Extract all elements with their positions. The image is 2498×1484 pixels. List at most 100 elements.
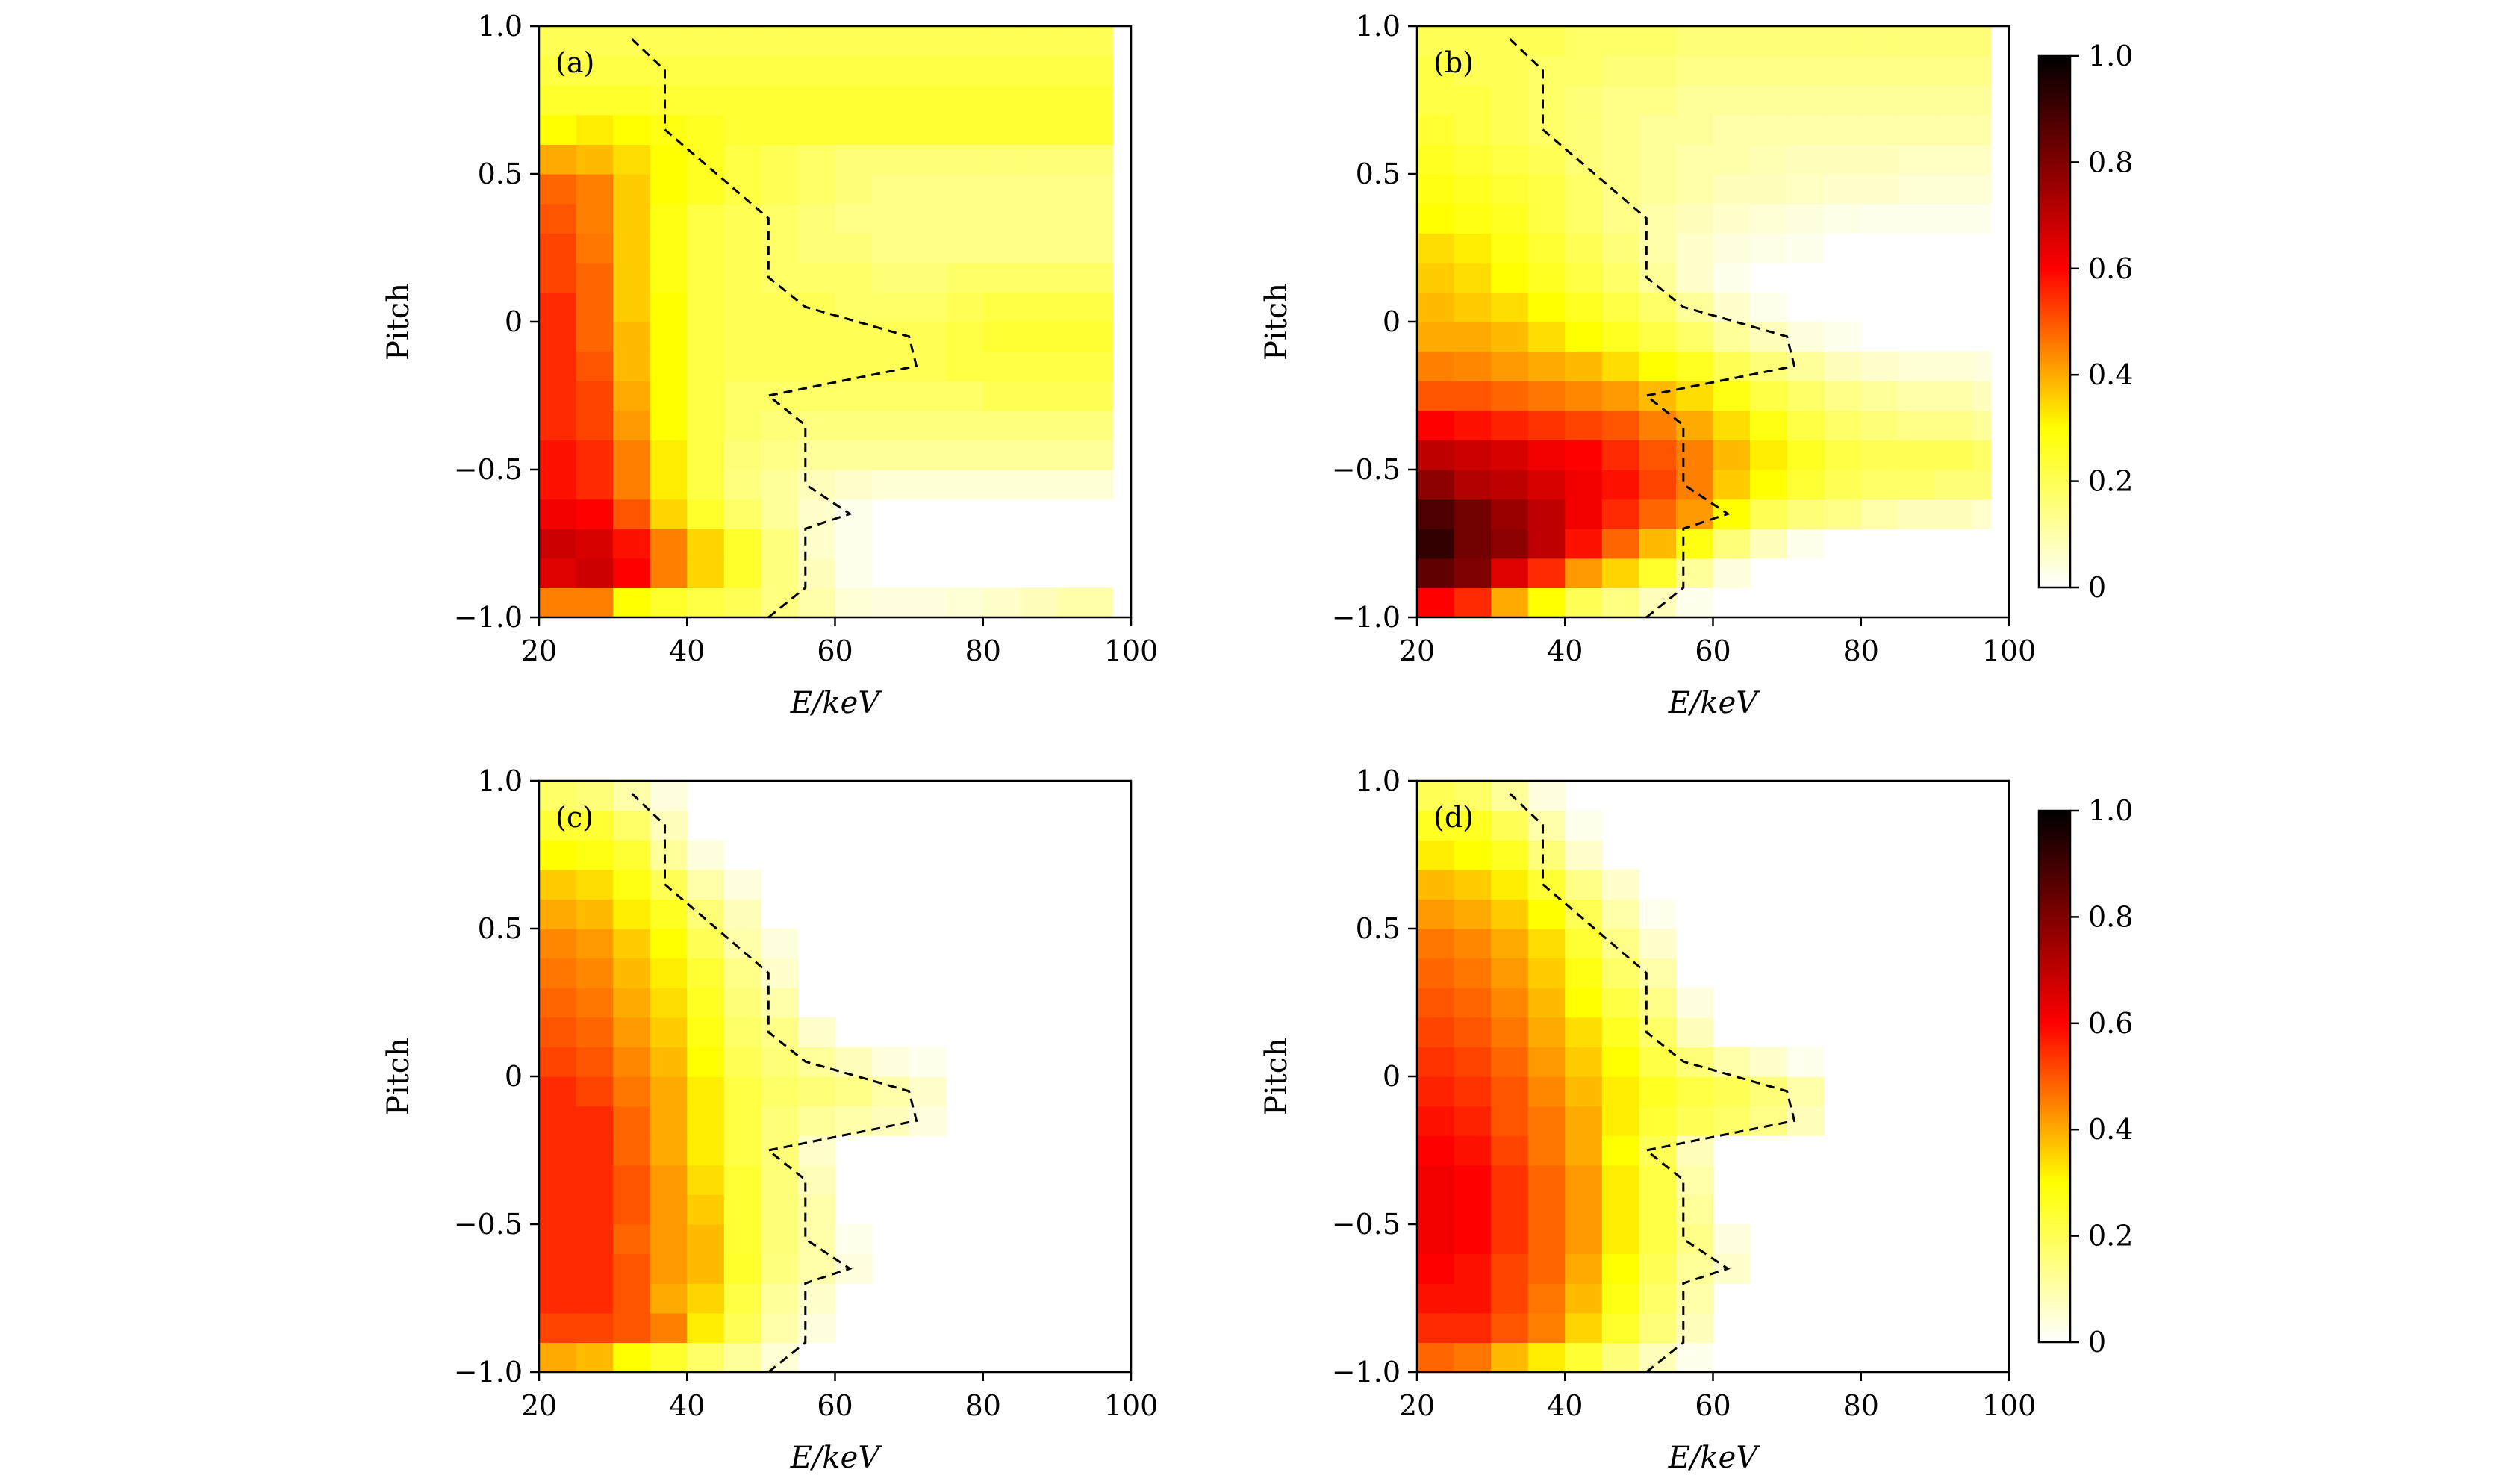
heatmap-cell bbox=[1972, 470, 1991, 500]
heatmap-cell bbox=[613, 55, 651, 86]
heatmap-cell bbox=[539, 26, 577, 57]
heatmap-cell bbox=[723, 292, 761, 322]
heatmap-cell bbox=[723, 988, 761, 1018]
heatmap-cell bbox=[1601, 1224, 1639, 1255]
heatmap-cell bbox=[1491, 958, 1529, 988]
x-tick-label: 100 bbox=[1982, 1389, 2037, 1422]
heatmap-cell bbox=[1972, 55, 1991, 86]
heatmap-cell bbox=[1675, 174, 1714, 205]
heatmap-cell bbox=[1417, 1047, 1455, 1077]
heatmap-cell bbox=[1898, 499, 1936, 529]
heatmap-cell bbox=[1094, 440, 1113, 470]
heatmap-cell bbox=[761, 85, 799, 116]
heatmap-cell bbox=[982, 55, 1021, 86]
heatmap-cell bbox=[539, 587, 577, 618]
colorbar-tick-label: 0 bbox=[2088, 1326, 2106, 1359]
heatmap-cell bbox=[1934, 381, 1973, 411]
heatmap-cell bbox=[1750, 499, 1788, 529]
heatmap-cell bbox=[761, 499, 799, 529]
heatmap-cell bbox=[909, 144, 947, 175]
heatmap-cell bbox=[1454, 1047, 1492, 1077]
heatmap-cell bbox=[982, 233, 1021, 264]
heatmap-cell bbox=[1824, 203, 1862, 234]
heatmap-cell bbox=[687, 85, 725, 116]
heatmap-cell bbox=[650, 351, 688, 381]
heatmap-cell bbox=[1860, 55, 1899, 86]
heatmap-cell bbox=[650, 174, 688, 205]
heatmap-cell bbox=[1417, 470, 1455, 500]
x-tick-label: 20 bbox=[1399, 1389, 1435, 1422]
heatmap-cell bbox=[1020, 26, 1058, 57]
heatmap-cell bbox=[1860, 85, 1899, 116]
heatmap-cell bbox=[946, 144, 984, 175]
heatmap-cell bbox=[1094, 55, 1113, 86]
heatmap-cell bbox=[1675, 114, 1714, 145]
heatmap-cell bbox=[1417, 322, 1455, 352]
heatmap-cell bbox=[1750, 470, 1788, 500]
heatmap-cell bbox=[1417, 55, 1455, 86]
heatmap-cell bbox=[576, 233, 614, 264]
heatmap-cell bbox=[650, 1017, 688, 1047]
heatmap-cell bbox=[687, 1017, 725, 1047]
heatmap-cell bbox=[1675, 1165, 1714, 1195]
heatmap-cell bbox=[1417, 929, 1455, 959]
heatmap-cell bbox=[761, 1312, 799, 1343]
heatmap-cell bbox=[797, 85, 836, 116]
heatmap-cell bbox=[1565, 470, 1603, 500]
heatmap-cell bbox=[982, 262, 1021, 293]
heatmap-cell bbox=[1601, 1047, 1639, 1077]
heatmap-cell bbox=[1565, 1135, 1603, 1166]
heatmap-cell bbox=[576, 1106, 614, 1136]
heatmap-cell bbox=[1713, 233, 1751, 264]
heatmap-cell bbox=[835, 381, 873, 411]
heatmap-cell bbox=[1454, 810, 1492, 841]
heatmap-cell bbox=[1601, 114, 1639, 145]
heatmap-cell bbox=[909, 85, 947, 116]
heatmap-cell bbox=[1565, 381, 1603, 411]
heatmap-cell bbox=[613, 262, 651, 293]
heatmap-cell bbox=[723, 114, 761, 145]
heatmap-cell bbox=[1527, 988, 1566, 1018]
x-axis-label: E/keV bbox=[1668, 686, 1761, 720]
heatmap-cell bbox=[613, 114, 651, 145]
heatmap-cell bbox=[1417, 958, 1455, 988]
heatmap-cell bbox=[1056, 351, 1095, 381]
heatmap-cell bbox=[872, 351, 910, 381]
heatmap-cell bbox=[1675, 144, 1714, 175]
heatmap-cell bbox=[1565, 203, 1603, 234]
heatmap-cell bbox=[1454, 529, 1492, 559]
heatmap-cell bbox=[1491, 1283, 1529, 1314]
heatmap-cell bbox=[1491, 988, 1529, 1018]
heatmap-cell bbox=[687, 114, 725, 145]
heatmap-cell bbox=[872, 410, 910, 440]
heatmap-cell bbox=[687, 351, 725, 381]
heatmap-cell bbox=[1527, 1342, 1566, 1373]
heatmap-cell bbox=[1454, 203, 1492, 234]
heatmap-cell bbox=[982, 292, 1021, 322]
heatmap-cell bbox=[1491, 1135, 1529, 1166]
heatmap-cell bbox=[1565, 322, 1603, 352]
heatmap-cell bbox=[613, 144, 651, 175]
heatmap-cell bbox=[1898, 174, 1936, 205]
heatmap-cell bbox=[1675, 440, 1714, 470]
heatmap-cell bbox=[1094, 470, 1113, 500]
heatmap-cell bbox=[650, 929, 688, 959]
heatmap-cell bbox=[1898, 381, 1936, 411]
heatmap-cell bbox=[687, 144, 725, 175]
heatmap-cell bbox=[687, 869, 725, 900]
heatmap-cell bbox=[1713, 558, 1751, 588]
heatmap-cell bbox=[723, 869, 761, 900]
heatmap-cell bbox=[1454, 1224, 1492, 1255]
heatmap-cell bbox=[539, 529, 577, 559]
heatmap-cell bbox=[1565, 1283, 1603, 1314]
heatmap-cell bbox=[1787, 233, 1825, 264]
heatmap-cell bbox=[1824, 499, 1862, 529]
heatmap-cell bbox=[1787, 351, 1825, 381]
panel-d: 20 40 60 80 100 1.0 0.5 0 −0.5 −1.0 E/keV Pitch (d) bbox=[1259, 764, 2036, 1475]
heatmap-cell bbox=[1491, 558, 1529, 588]
heatmap-cell bbox=[613, 381, 651, 411]
heatmap-cell bbox=[946, 292, 984, 322]
heatmap-cell bbox=[1094, 174, 1113, 205]
panel-label: (b) bbox=[1433, 46, 1474, 79]
